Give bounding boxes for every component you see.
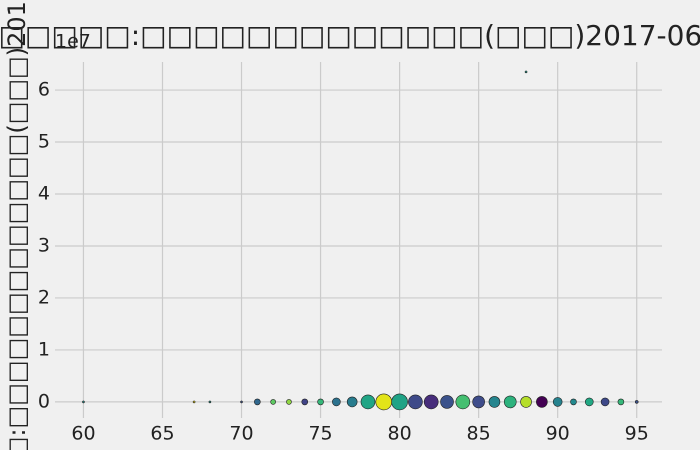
y-tick-label: 1	[38, 338, 50, 360]
y-tick-label: 5	[38, 131, 50, 153]
y-tick-label: 3	[38, 234, 50, 256]
x-tick-label: 95	[625, 423, 649, 445]
bubble	[455, 394, 471, 410]
bubble	[503, 395, 517, 409]
x-tick-label: 85	[467, 423, 491, 445]
bubble	[408, 394, 423, 410]
bubble	[520, 396, 532, 408]
bubble	[634, 400, 639, 404]
bubble	[488, 396, 501, 408]
bubble	[82, 400, 85, 404]
bubble	[524, 70, 528, 74]
bubble	[240, 400, 243, 404]
bubble	[391, 393, 408, 411]
x-tick-label: 70	[229, 423, 253, 445]
y-tick-label: 0	[38, 390, 50, 412]
y-tick-label: 2	[38, 286, 50, 308]
bubble	[472, 395, 485, 409]
bubble	[254, 398, 261, 406]
bubble	[536, 396, 548, 408]
bubble	[440, 395, 454, 409]
x-tick-label: 80	[388, 423, 412, 445]
bubble	[270, 399, 276, 405]
bubble	[301, 398, 309, 406]
x-tick-label: 90	[546, 423, 570, 445]
bubble	[570, 398, 577, 406]
bubble	[286, 399, 292, 405]
y-tick-label: 6	[38, 79, 50, 101]
bubble	[332, 397, 341, 407]
x-tick-label: 65	[150, 423, 174, 445]
bubble	[360, 394, 376, 410]
bubble	[423, 394, 439, 410]
bubble	[552, 397, 563, 407]
chart-title: □□□□□□:□□□□□□□□□□□□□(□□□)2017-06-30	[0, 19, 700, 52]
bubble	[600, 397, 610, 407]
bubble	[584, 397, 594, 407]
bubble	[346, 396, 358, 408]
bubble	[208, 400, 212, 404]
bubble	[317, 398, 324, 406]
bubble	[375, 393, 393, 411]
y-tick-label: 4	[38, 183, 50, 205]
x-tick-label: 75	[308, 423, 332, 445]
y-axis-label: □□□□□□:□□□□□□□□□□□□□(□□□)2017-06-30	[3, 0, 31, 450]
y-offset-label: 1e7	[55, 31, 91, 53]
x-tick-label: 60	[71, 423, 95, 445]
bubble	[192, 400, 196, 404]
bubble	[617, 398, 625, 406]
